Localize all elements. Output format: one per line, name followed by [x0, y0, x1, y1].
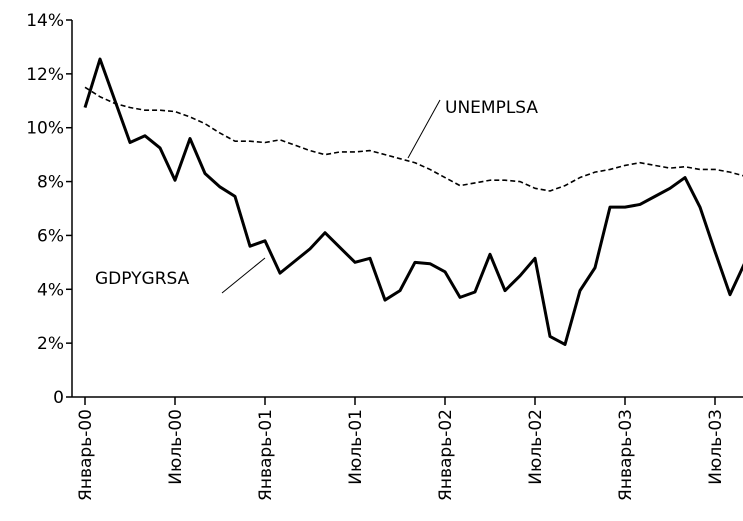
- x-tick-label: Июль-02: [526, 409, 546, 485]
- leader-line: [221, 257, 266, 294]
- y-tick-label: 8%: [37, 173, 64, 193]
- x-tick-label: Июль-01: [346, 409, 366, 485]
- y-tick-label: 6%: [37, 226, 64, 246]
- x-tick-label: Январь-02: [436, 409, 456, 501]
- x-tick-label: Январь-00: [76, 409, 96, 501]
- x-tick-label: Январь-01: [256, 409, 276, 501]
- annotation: UNEMPLSA: [445, 98, 538, 118]
- y-tick-label: 4%: [37, 280, 64, 300]
- x-tick-label: Январь-03: [616, 409, 636, 501]
- y-tick-label: 12%: [26, 65, 64, 85]
- x-tick-label: Июль-03: [706, 409, 726, 485]
- line-series: [84, 86, 743, 192]
- plot-area: [83, 57, 743, 346]
- annotation: GDPYGRSA: [95, 269, 190, 289]
- y-tick-label: 10%: [26, 119, 64, 139]
- y-tick-label: 14%: [26, 11, 64, 31]
- x-tick-label: Июль-00: [166, 409, 186, 485]
- y-tick-label: 2%: [37, 334, 64, 354]
- y-tick-label: 0: [53, 388, 64, 408]
- line-series: [83, 57, 743, 346]
- leader-line: [407, 99, 441, 159]
